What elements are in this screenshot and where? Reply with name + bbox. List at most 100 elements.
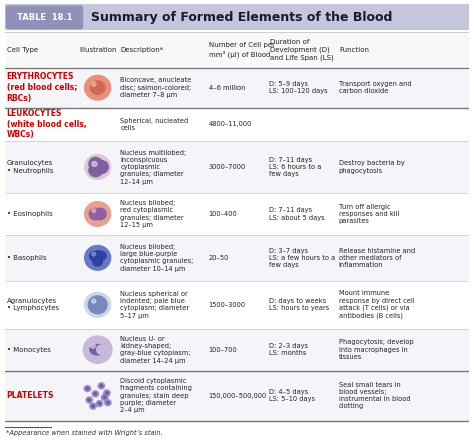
Circle shape	[92, 209, 96, 212]
Text: Spherical, nucleated
cells: Spherical, nucleated cells	[120, 117, 189, 131]
Circle shape	[100, 384, 103, 387]
Text: 1500–3000: 1500–3000	[209, 302, 246, 308]
Circle shape	[84, 385, 91, 392]
Circle shape	[89, 208, 101, 220]
Text: • Basophils: • Basophils	[7, 255, 46, 261]
Circle shape	[98, 402, 101, 405]
Ellipse shape	[90, 344, 105, 355]
Bar	[5, 32, 469, 68]
Text: 100–700: 100–700	[209, 347, 237, 353]
Circle shape	[83, 336, 112, 363]
Circle shape	[92, 252, 96, 256]
Circle shape	[107, 401, 109, 404]
Text: 4800–11,000: 4800–11,000	[209, 121, 252, 127]
Circle shape	[98, 383, 105, 389]
Text: Agranulocytes
• Lymphocytes: Agranulocytes • Lymphocytes	[7, 298, 59, 312]
Text: Nucleus multilobed;
inconspicuous
cytoplasmic
granules; diameter
12–14 μm: Nucleus multilobed; inconspicuous cytopl…	[120, 150, 187, 185]
Text: D: days to weeks
LS: hours to years: D: days to weeks LS: hours to years	[269, 298, 329, 312]
Bar	[5, 281, 469, 329]
Circle shape	[91, 405, 94, 408]
Text: Nucleus spherical or
indented; pale blue
cytoplasm; diameter
5–17 μm: Nucleus spherical or indented; pale blue…	[120, 291, 190, 319]
Text: Number of Cell per
mm³ (μl) of Blood: Number of Cell per mm³ (μl) of Blood	[209, 42, 275, 58]
Text: PLATELETS: PLATELETS	[7, 391, 54, 400]
Text: D: 2–3 days
LS: months: D: 2–3 days LS: months	[269, 343, 308, 356]
Circle shape	[97, 345, 107, 354]
Circle shape	[86, 397, 92, 403]
Text: Transport oxygen and
carbon dioxide: Transport oxygen and carbon dioxide	[339, 81, 411, 94]
Bar	[5, 371, 469, 421]
Text: 150,000–500,000: 150,000–500,000	[209, 392, 267, 399]
Circle shape	[91, 82, 96, 86]
Circle shape	[89, 164, 102, 177]
Circle shape	[89, 158, 102, 170]
Text: Function: Function	[339, 47, 369, 53]
Text: 100–400: 100–400	[209, 211, 237, 217]
Circle shape	[86, 387, 89, 390]
Text: D: 3–7 days
LS: a few hours to a
few days: D: 3–7 days LS: a few hours to a few day…	[269, 247, 335, 268]
Bar	[5, 68, 469, 108]
Circle shape	[105, 400, 111, 406]
Circle shape	[106, 392, 109, 394]
Text: TABLE  18.1: TABLE 18.1	[17, 13, 72, 22]
Bar	[5, 108, 469, 141]
Text: Release histamine and
other mediators of
inflammation: Release histamine and other mediators of…	[339, 247, 415, 268]
Circle shape	[90, 251, 99, 261]
Text: Biconcave, anucleate
disc; salmon-colored;
diameter 7–8 μm: Biconcave, anucleate disc; salmon-colore…	[120, 77, 191, 98]
Text: Nucleus bilobed;
large blue-purple
cytoplasmic granules;
diameter 10–14 μm: Nucleus bilobed; large blue-purple cytop…	[120, 244, 194, 272]
Text: 3000–7000: 3000–7000	[209, 164, 246, 170]
Bar	[5, 141, 469, 193]
Text: Cell Type: Cell Type	[7, 47, 38, 53]
Circle shape	[90, 403, 96, 409]
Text: D: 7–11 days
LS: about 5 days: D: 7–11 days LS: about 5 days	[269, 207, 325, 221]
Circle shape	[101, 394, 108, 400]
Text: 4–6 million: 4–6 million	[209, 85, 245, 91]
Text: Summary of Formed Elements of the Blood: Summary of Formed Elements of the Blood	[91, 11, 392, 24]
Circle shape	[97, 251, 106, 260]
Text: ERYTHROCYTES
(red blood cells;
RBCs): ERYTHROCYTES (red blood cells; RBCs)	[7, 73, 77, 103]
Circle shape	[103, 396, 106, 399]
Circle shape	[94, 392, 97, 395]
Text: Turn off allergic
responses and kill
parasites: Turn off allergic responses and kill par…	[339, 204, 399, 224]
Circle shape	[88, 296, 107, 314]
Text: Illustration: Illustration	[79, 47, 117, 53]
Bar	[5, 235, 469, 281]
Text: Description*: Description*	[121, 47, 164, 53]
Circle shape	[96, 400, 103, 407]
Text: 20–50: 20–50	[209, 255, 229, 261]
Text: D: 5–9 days
LS: 100–120 days: D: 5–9 days LS: 100–120 days	[269, 81, 328, 94]
Circle shape	[93, 257, 102, 266]
Circle shape	[94, 208, 106, 220]
Circle shape	[88, 399, 91, 401]
Text: D: 4–5 days
LS: 5–10 days: D: 4–5 days LS: 5–10 days	[269, 389, 315, 402]
Text: Seal small tears in
blood vessels;
instrumental in blood
clotting: Seal small tears in blood vessels; instr…	[339, 382, 410, 409]
Circle shape	[95, 161, 109, 174]
Text: *Appearance when stained with Wright’s stain.: *Appearance when stained with Wright’s s…	[6, 430, 163, 437]
Circle shape	[91, 299, 96, 303]
FancyBboxPatch shape	[6, 5, 83, 29]
Circle shape	[92, 391, 99, 397]
Circle shape	[85, 292, 110, 317]
Bar	[5, 193, 469, 235]
Text: Mount immune
response by direct cell
attack (T cells) or via
antibodies (B cells: Mount immune response by direct cell att…	[339, 291, 414, 319]
Text: Nucleus bilobed;
red cytoplasmic
granules; diameter
12–15 μm: Nucleus bilobed; red cytoplasmic granule…	[120, 200, 184, 228]
Bar	[5, 4, 469, 30]
Text: Phagocytosis; develop
into macrophages in
tissues: Phagocytosis; develop into macrophages i…	[339, 340, 413, 360]
Circle shape	[91, 344, 95, 348]
Circle shape	[93, 251, 102, 260]
Text: Duration of
Development (D)
and Life Span (LS): Duration of Development (D) and Life Spa…	[270, 39, 333, 61]
Text: Granulocytes
• Neutrophils: Granulocytes • Neutrophils	[7, 160, 53, 174]
Circle shape	[92, 162, 97, 166]
Circle shape	[85, 155, 110, 179]
Text: Nucleus U- or
kidney-shaped;
gray-blue cytoplasm;
diameter 14–24 μm: Nucleus U- or kidney-shaped; gray-blue c…	[120, 336, 191, 364]
Text: Discoid cytoplasmic
fragments containing
granules; stain deep
purple; diameter
2: Discoid cytoplasmic fragments containing…	[120, 378, 192, 413]
Circle shape	[91, 81, 105, 94]
Circle shape	[85, 202, 110, 227]
Circle shape	[85, 75, 110, 100]
Text: LEUKOCYTES
(white blood cells,
WBCs): LEUKOCYTES (white blood cells, WBCs)	[7, 109, 86, 139]
Text: D: 7–11 days
LS: 6 hours to a
few days: D: 7–11 days LS: 6 hours to a few days	[269, 157, 321, 177]
Circle shape	[85, 246, 110, 270]
Text: • Eosinophils: • Eosinophils	[7, 211, 52, 217]
Circle shape	[104, 390, 110, 396]
Text: Destroy bacteria by
phagocytosis: Destroy bacteria by phagocytosis	[339, 160, 404, 174]
Text: • Monocytes: • Monocytes	[7, 347, 50, 353]
